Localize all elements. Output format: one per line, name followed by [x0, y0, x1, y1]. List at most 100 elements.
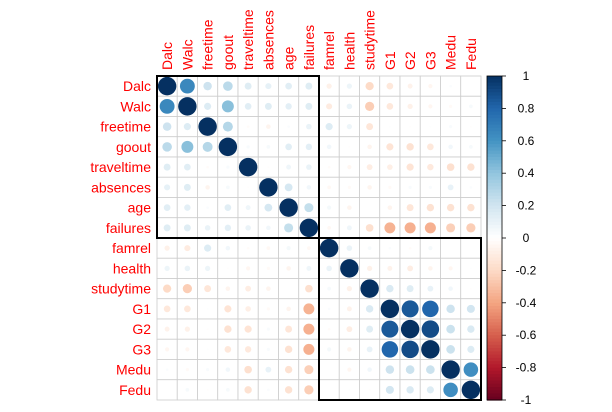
corr-circle-failures-goout	[224, 224, 232, 232]
corr-circle-failures-age	[284, 223, 294, 233]
corr-circle-Dalc-famrel	[326, 83, 332, 89]
colorbar-segment	[487, 166, 502, 171]
corr-circle-failures-Fedu	[466, 223, 476, 233]
corr-circle-absences-traveltime	[247, 186, 250, 189]
colorbar-segment	[487, 95, 502, 100]
colorbar-segment	[487, 319, 502, 323]
corr-circle-Medu-freetime	[206, 368, 210, 372]
colorbar-segment	[487, 199, 502, 203]
corr-circle-Medu-Medu	[441, 360, 460, 379]
colorbar-segment	[487, 127, 502, 132]
corr-circle-G2-Walc	[184, 326, 190, 332]
row-label-Medu: Medu	[116, 362, 151, 378]
colorbar-segment	[487, 157, 502, 161]
colorbar-segment	[487, 221, 502, 226]
corr-circle-G3-G1	[381, 341, 399, 358]
colorbar-segment	[487, 286, 502, 291]
column-label-famrel: famrel	[321, 31, 337, 70]
corr-circle-G2-freetime	[206, 328, 209, 331]
colorbar-segment	[487, 208, 502, 213]
corr-circle-G1-absences	[266, 307, 270, 311]
row-label-freetime: freetime	[100, 119, 151, 135]
corr-circle-health-freetime	[205, 265, 211, 271]
grid-cell	[359, 197, 381, 219]
corr-circle-G3-G2	[401, 340, 419, 359]
corr-circle-studytime-studytime	[360, 279, 379, 298]
colorbar-tick-label: 0.8	[518, 101, 535, 115]
corr-circle-studytime-Fedu	[469, 287, 472, 290]
corr-circle-G2-failures	[303, 323, 315, 335]
corr-circle-G3-goout	[224, 346, 232, 353]
colorbar-segment	[487, 163, 502, 168]
colorbar-segment	[487, 315, 502, 320]
colorbar-segment	[487, 390, 502, 395]
corr-circle-age-freetime	[206, 206, 209, 209]
corr-circle-Walc-G1	[386, 103, 394, 110]
colorbar-tick-label: 0.2	[518, 199, 535, 213]
corr-circle-goout-failures	[305, 143, 313, 151]
corr-circle-G1-age	[286, 306, 291, 312]
corr-circle-G1-G3	[422, 300, 439, 318]
corr-circle-freetime-famrel	[325, 123, 333, 131]
colorbar-segment	[487, 309, 502, 314]
corr-circle-famrel-G1	[388, 246, 392, 250]
corr-circle-age-health	[347, 205, 352, 210]
corr-circle-goout-age	[285, 143, 292, 151]
colorbar-segment	[487, 169, 502, 174]
colorbar-segment	[487, 289, 502, 294]
corr-circle-G3-Medu	[446, 345, 455, 354]
corr-circle-G3-freetime	[206, 348, 209, 351]
corr-circle-goout-G3	[427, 143, 434, 151]
colorbar-segment	[487, 85, 502, 90]
corr-circle-failures-Walc	[183, 224, 191, 232]
corr-circle-Dalc-health	[346, 83, 352, 89]
corr-circle-Medu-traveltime	[244, 365, 252, 374]
corr-circle-Dalc-G3	[428, 84, 433, 89]
corr-circle-G2-Dalc	[164, 326, 170, 332]
corr-circle-G1-freetime	[206, 307, 209, 310]
colorbar-segment	[487, 176, 502, 181]
colorbar-segment	[487, 131, 502, 135]
corr-circle-Dalc-G1	[386, 82, 394, 90]
colorbar-segment	[487, 331, 502, 336]
colorbar-segment	[487, 147, 502, 152]
corr-circle-G1-studytime	[365, 305, 374, 313]
corr-circle-studytime-Dalc	[162, 284, 172, 293]
corr-circle-age-G2	[406, 204, 414, 212]
corr-circle-famrel-Walc	[184, 245, 191, 252]
colorbar-segment	[487, 225, 502, 229]
colorbar-segment	[487, 189, 502, 194]
colorbar-segment	[487, 354, 502, 359]
colorbar-segment	[487, 387, 502, 391]
corr-circle-G1-traveltime	[245, 306, 251, 312]
corr-circle-age-famrel	[327, 205, 332, 210]
row-label-famrel: famrel	[112, 240, 151, 256]
corr-circle-Fedu-traveltime	[244, 386, 252, 394]
corr-circle-Walc-Walc	[178, 97, 197, 116]
corr-circle-Walc-studytime	[365, 101, 375, 111]
colorbar-segment	[487, 76, 502, 80]
corr-circle-Fedu-studytime	[368, 388, 371, 391]
corr-circle-freetime-Walc	[183, 123, 191, 131]
corr-circle-G1-Walc	[184, 305, 191, 313]
corr-circle-Dalc-traveltime	[244, 82, 252, 90]
corr-circle-age-Fedu	[467, 203, 475, 212]
corr-circle-absences-G2	[408, 185, 412, 189]
corr-circle-age-Medu	[446, 203, 455, 212]
colorbar-segment	[487, 328, 502, 333]
column-label-freetime: freetime	[200, 19, 216, 70]
colorbar-tick-label: -0.8	[516, 361, 537, 375]
row-label-health: health	[113, 260, 151, 276]
colorbar-segment	[487, 367, 502, 372]
corr-circle-famrel-traveltime	[246, 246, 250, 250]
corr-circle-traveltime-failures	[306, 164, 312, 170]
corr-circle-health-health	[340, 259, 359, 278]
corr-circle-absences-famrel	[327, 185, 331, 190]
corr-circle-G1-G2	[401, 300, 419, 318]
corr-circle-health-age	[286, 266, 291, 271]
colorbar-segment	[487, 98, 502, 103]
colorbar-segment	[487, 361, 502, 365]
corr-circle-failures-health	[346, 225, 352, 231]
corr-circle-studytime-Medu	[448, 286, 453, 291]
corr-circle-absences-goout	[226, 185, 230, 190]
